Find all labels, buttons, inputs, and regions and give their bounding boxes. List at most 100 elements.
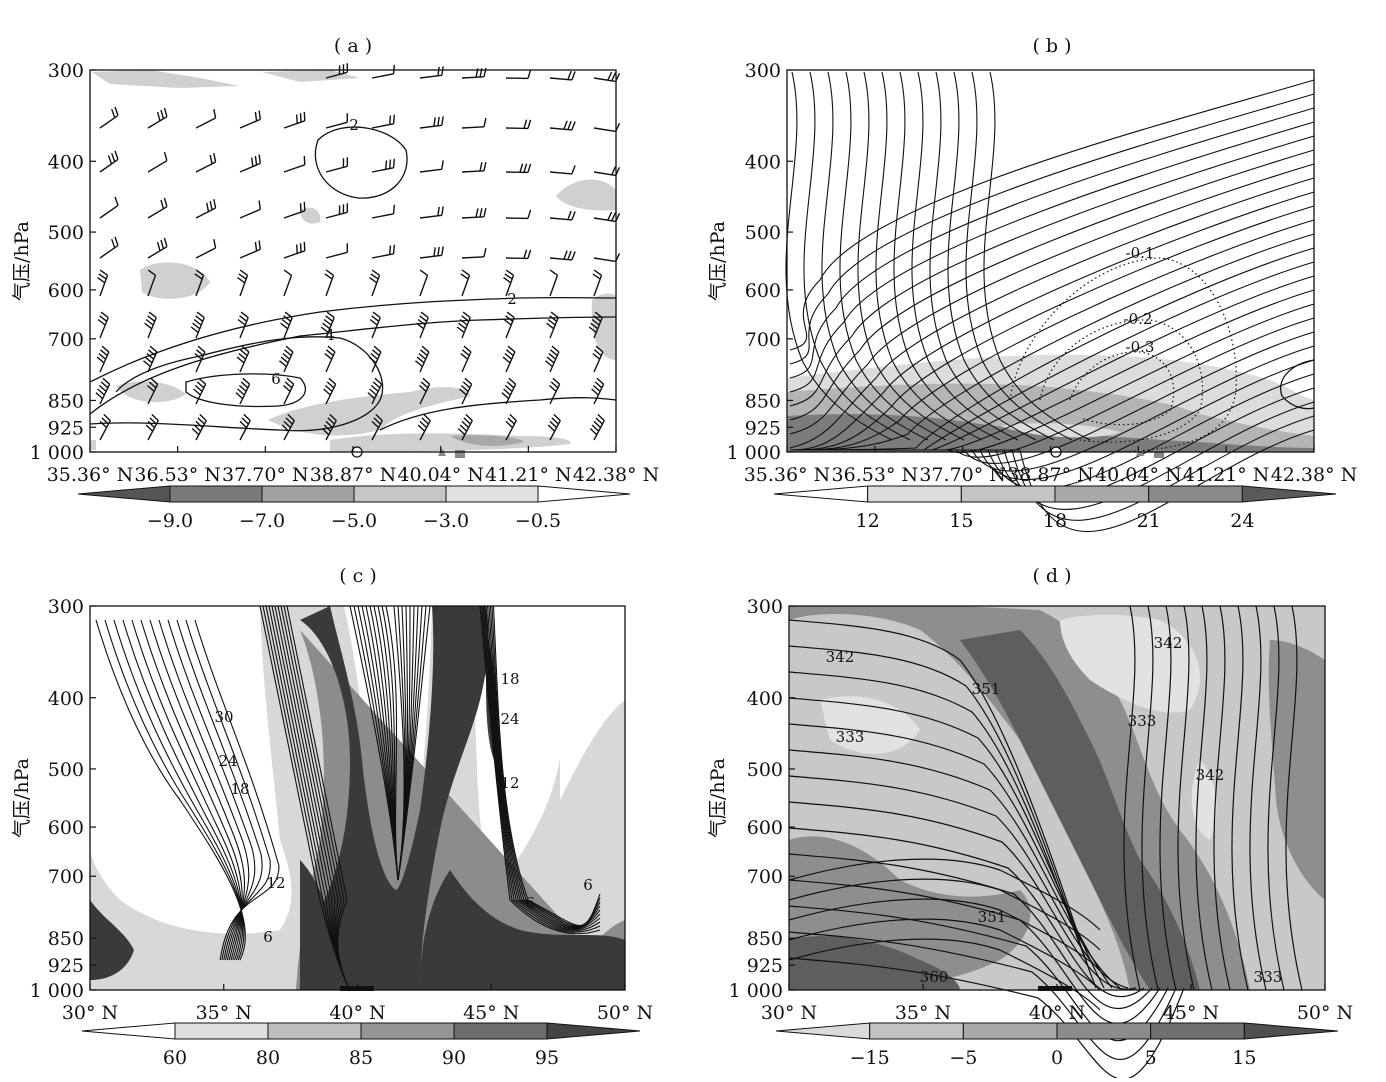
theta-contour [788, 931, 1177, 1061]
panel-c-contours [95, 605, 601, 991]
x-tick-label: 50° N [1297, 1002, 1353, 1024]
y-tick-label: 1 000 [729, 980, 783, 1002]
theta-contour [788, 749, 1121, 989]
wind-barb [323, 377, 337, 405]
wind-barb [147, 237, 168, 259]
panel-c-contour-label: 18 [500, 670, 519, 688]
streamline [789, 107, 1315, 379]
theta-contour [1285, 605, 1303, 991]
y-tick-label: 700 [745, 329, 781, 351]
panel-a-wind-barbs [95, 63, 621, 441]
wind-barb [505, 413, 517, 441]
x-tick-label: 50° N [597, 1002, 653, 1024]
wind-barb [545, 345, 560, 373]
panel-d-contour-label: 351 [978, 908, 1007, 926]
colorbar-segment [775, 1022, 871, 1040]
colorbar-label: −5 [949, 1047, 977, 1069]
wind-barb [549, 70, 576, 81]
wind-barb [505, 163, 532, 174]
theta-contour [1231, 605, 1249, 991]
wind-barb [549, 210, 576, 221]
wind-barb [325, 203, 348, 219]
panel-a-title: ( a ) [334, 35, 372, 57]
streamline [789, 191, 1315, 451]
wind-barb [95, 377, 111, 405]
colorbar-label: 18 [1043, 510, 1067, 532]
theta-contour [1159, 605, 1177, 991]
panel-c-shading [90, 606, 625, 990]
x-tick-label: 30° N [761, 1002, 817, 1024]
streamline [929, 71, 1037, 441]
station-bar-marker [1038, 986, 1072, 991]
colorbar-segment [81, 1022, 176, 1040]
colorbar-label: 85 [349, 1047, 373, 1069]
theta-contour [1267, 605, 1285, 991]
theta-contour [788, 898, 1101, 971]
panel-c-contour-label: 24 [500, 710, 519, 728]
wind-barb [147, 151, 168, 173]
wind-barb [505, 119, 532, 130]
wind-barb [549, 120, 576, 131]
theta-contour [788, 918, 1101, 991]
y-tick-label: 600 [48, 817, 84, 839]
panel-c-title: ( c ) [339, 565, 377, 587]
wind-barb [591, 377, 605, 405]
panel-b-title: ( b ) [1032, 35, 1071, 57]
panel-b-contour [1280, 359, 1315, 410]
panel-d-colorbar: −15 −5 0 5 15 [775, 1022, 1339, 1069]
wind-barb [99, 236, 119, 259]
colorbar-label: 21 [1137, 510, 1161, 532]
wind-barb [99, 196, 119, 219]
wind-barb [549, 165, 576, 175]
panel-a-shading [90, 70, 616, 452]
y-tick-label: 500 [745, 222, 781, 244]
panel-d-contour-label: 342 [1154, 634, 1183, 652]
streamline [857, 71, 965, 441]
humidity-contour [492, 605, 601, 927]
colorbar-label: 24 [1230, 510, 1254, 532]
colorbar-segment [261, 485, 355, 503]
streamline [803, 71, 911, 441]
panel-d-title: ( d ) [1032, 565, 1071, 587]
wind-barb [461, 247, 487, 259]
colorbar-segment [1054, 485, 1150, 503]
wind-barb [321, 413, 337, 441]
wind-barb [237, 269, 249, 297]
colorbar-segment [174, 1022, 269, 1040]
colorbar-segment [869, 1022, 964, 1040]
theta-contour [788, 878, 1101, 951]
colorbar-label: 15 [949, 510, 973, 532]
wind-barb [195, 109, 217, 129]
colorbar-segment [453, 1022, 548, 1040]
colorbar-segment [169, 485, 263, 503]
theta-contour [788, 858, 1101, 931]
theta-contour [788, 905, 1169, 1042]
humidity-contour [482, 605, 601, 932]
colorbar-segment [77, 485, 171, 503]
panel-d-contour-label: 333 [836, 728, 865, 746]
panel-a-ylabel: 气压/hPa [11, 221, 33, 301]
colorbar-label: 0 [1051, 1047, 1063, 1069]
streamline [789, 135, 1315, 407]
colorbar-segment [1150, 1022, 1245, 1040]
humidity-contour [480, 605, 601, 933]
panel-c-contour-labels: 30 24 18 12 6 18 24 12 6 6 [214, 670, 592, 946]
x-tick-label: 42.38° N [573, 464, 660, 486]
streamline [947, 71, 1055, 441]
wind-barb [369, 311, 381, 339]
x-tick-label: 36.53° N [832, 464, 919, 486]
x-tick-label: 35.36° N [47, 464, 134, 486]
wind-barb [239, 154, 261, 173]
wind-barb [279, 345, 294, 373]
wind-barb [191, 413, 207, 441]
wind-barb [283, 201, 306, 219]
colorbar-label: 12 [856, 510, 880, 532]
panel-c-ylabel: 气压/hPa [11, 758, 33, 838]
wind-barb [239, 110, 261, 129]
panel-d-contour-label: 342 [1196, 766, 1225, 784]
theta-contour [1177, 605, 1195, 991]
humidity-contour [479, 605, 601, 935]
